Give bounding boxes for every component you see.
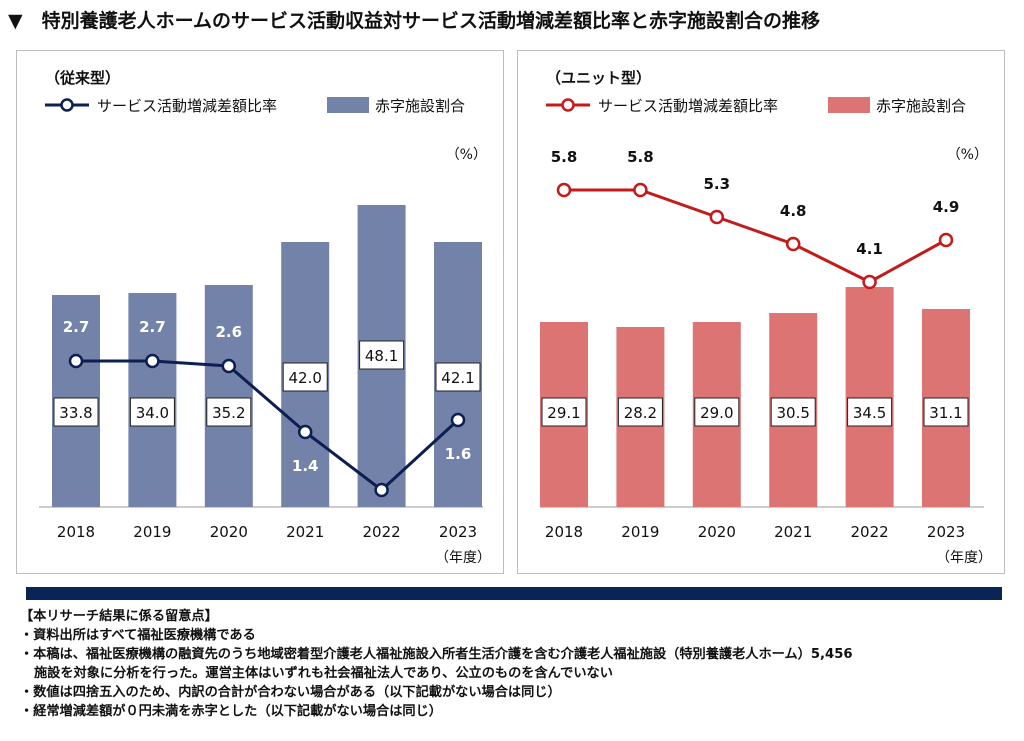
bar-value-box (359, 340, 405, 370)
x-tick-label: 2023 (439, 523, 477, 541)
x-tick-label: 2022 (851, 523, 889, 541)
bar-value-label: 29.0 (700, 404, 733, 422)
line-point (785, 236, 801, 252)
bar-value-label: 35.2 (212, 404, 245, 422)
x-tick-label: 2018 (545, 523, 583, 541)
line-value-label: 5.3 (704, 175, 731, 193)
line-point (938, 232, 954, 248)
bar-value-box (617, 397, 663, 427)
bar (204, 285, 253, 507)
legend-line-marker (60, 98, 74, 112)
note-item: ・経常増減差額が０円未満を赤字とした（以下記載がない場合は同じ） (20, 704, 442, 719)
page-title: ▼ 特別養護老人ホームのサービス活動収益対サービス活動増減差額比率と赤字施設割合… (8, 10, 821, 32)
x-tick-label: 2018 (57, 523, 95, 541)
bar-value-box (923, 397, 969, 427)
x-tick-label: 2020 (210, 523, 248, 541)
bar-value-label: 33.8 (59, 404, 92, 422)
legend-line-label: サービス活動増減差額比率 (598, 97, 778, 115)
line-point (297, 424, 313, 440)
line-point (862, 274, 877, 290)
x-tick-label: 2020 (698, 523, 736, 541)
note-item: ・本稿は、福祉医療機構の融資先のうち地域密着型介護老人福祉施設入所者生活介護を含… (20, 647, 853, 662)
legend-bar-swatch (828, 97, 870, 113)
line-value-label: 4.1 (856, 240, 883, 258)
bar-value-label: 28.2 (624, 404, 657, 422)
bar-value-box (53, 397, 99, 427)
series-line (564, 188, 947, 284)
bar-value-box (770, 397, 816, 427)
legend-bar-swatch (327, 97, 369, 113)
line-value-label: 0.3 (368, 515, 395, 533)
bar-value-label: 42.1 (441, 369, 474, 387)
line-point (450, 412, 466, 428)
chart-conventional: （従来型） サービス活動増減差額比率 赤字施設割合 （%） 33.8 34.0 35.2 42… (39, 69, 491, 566)
unit-label: （%） (446, 147, 487, 163)
bar-value-box (129, 397, 175, 427)
line-value-label: 2.7 (139, 318, 166, 336)
line-value-label: 4.8 (780, 202, 807, 220)
line-point (221, 358, 237, 374)
note-item: 施設を対象に分析を行った。運営主体はいずれも社会福祉法人であり、公立のものを含ん… (34, 666, 613, 681)
notes-section: 【本リサーチ結果に係る留意点】 ・資料出所はすべて福祉医療機構である ・本稿は、… (20, 607, 853, 721)
bar-value-box (206, 397, 252, 427)
note-item: ・数値は四捨五入のため、内訳の合計が合わない場合がある（以下記載がない場合は同じ… (20, 685, 561, 700)
x-unit-label: （年度） (435, 550, 491, 566)
line-value-label: 1.4 (292, 457, 319, 475)
line-point (556, 182, 572, 198)
x-tick-label: 2021 (286, 523, 324, 541)
x-tick-label: 2019 (133, 523, 171, 541)
bar-value-label: 30.5 (776, 404, 809, 422)
line-value-label: 5.8 (627, 148, 654, 166)
panel-title: （従来型） (45, 69, 120, 87)
x-tick-label: 2022 (363, 523, 401, 541)
legend-bar-label: 赤字施設割合 (876, 97, 966, 115)
chart-panel-conventional: （従来型） サービス活動増減差額比率 赤字施設割合 （%） 33.8 34.0 35.2 42… (16, 50, 504, 574)
note-item: ・資料出所はすべて福祉医療機構である (20, 628, 256, 643)
line-value-label: 5.8 (551, 148, 578, 166)
line-point (68, 353, 84, 369)
bar-value-box (847, 397, 893, 427)
unit-label: （%） (947, 147, 988, 163)
chart-panel-unit: （ユニット型） サービス活動増減差額比率 赤字施設割合 （%） 29.1 28.2 29.0… (517, 50, 1005, 574)
bar-value-box (694, 397, 740, 427)
bar (845, 287, 894, 507)
bar-value-label: 48.1 (365, 347, 398, 365)
bar-value-box (435, 362, 481, 392)
divider-bar (26, 587, 1002, 600)
bar-value-box (282, 362, 328, 392)
line-value-label: 2.6 (216, 323, 243, 341)
line-value-label: 4.9 (933, 198, 960, 216)
x-unit-label: （年度） (936, 550, 992, 566)
line-point (709, 209, 725, 225)
bar-value-label: 31.1 (929, 404, 962, 422)
line-point (633, 182, 648, 198)
line-value-label: 2.7 (63, 318, 90, 336)
chart-unit: （ユニット型） サービス活動増減差額比率 赤字施設割合 （%） 29.1 28.2 29.0… (540, 69, 992, 566)
bar-value-label: 34.0 (136, 404, 169, 422)
legend-bar-label: 赤字施設割合 (375, 97, 465, 115)
line-point (145, 353, 160, 369)
x-tick-label: 2021 (774, 523, 812, 541)
line-value-label: 1.6 (445, 445, 472, 463)
x-tick-label: 2019 (621, 523, 659, 541)
series-line (76, 359, 460, 492)
bar-value-label: 34.5 (853, 404, 886, 422)
panel-title: （ユニット型） (546, 69, 651, 87)
bar-value-label: 42.0 (288, 369, 321, 387)
notes-heading: 【本リサーチ結果に係る留意点】 (20, 609, 218, 624)
bar-value-label: 29.1 (547, 404, 580, 422)
bar-value-box (541, 397, 587, 427)
x-tick-label: 2023 (927, 523, 965, 541)
legend-line-marker (561, 98, 575, 112)
line-point (374, 482, 389, 498)
legend-line-label: サービス活動増減差額比率 (97, 97, 277, 115)
